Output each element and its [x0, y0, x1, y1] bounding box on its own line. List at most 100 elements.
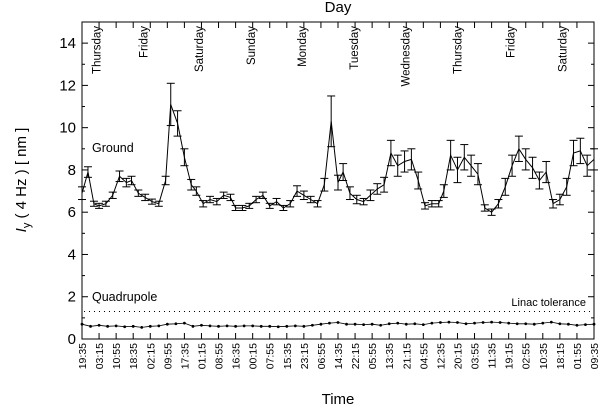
x-tick-label: 11:35	[487, 343, 499, 369]
quadrupole-point	[148, 324, 152, 328]
linac-tolerance-annotation: Linac tolerance	[511, 297, 586, 309]
x-tick-label: 06:55	[316, 343, 328, 369]
quadrupole-point	[140, 325, 144, 329]
quadrupole-point	[456, 321, 459, 324]
quadrupole-point	[302, 324, 306, 328]
x-tick-label: 17:35	[179, 343, 191, 369]
quadrupole-point	[157, 324, 161, 328]
x-tick-label: 23:15	[299, 343, 311, 369]
day-label: Tuesday	[349, 26, 361, 70]
quadrupole-point	[345, 322, 348, 326]
quadrupole-point	[362, 323, 365, 327]
quadrupole-point	[336, 321, 340, 324]
quadrupole-point	[174, 322, 178, 326]
quadrupole-point	[413, 322, 417, 326]
quadrupole-point	[285, 324, 289, 328]
quadrupole-point	[276, 325, 280, 329]
quadrupole-point	[515, 322, 519, 326]
x-tick-label: 13:35	[384, 343, 396, 369]
x-tick-label: 14:35	[333, 343, 345, 369]
quadrupole-point	[217, 324, 220, 328]
quadrupole-point	[541, 321, 545, 325]
quadrupole-point	[80, 322, 84, 326]
quadrupole-point	[396, 321, 400, 325]
day-label: Thursday	[92, 26, 104, 74]
x-tick-label: 09:35	[589, 343, 601, 369]
quadrupole-point	[404, 322, 408, 326]
day-label: Friday	[138, 26, 150, 58]
quadrupole-point	[592, 322, 596, 326]
quadrupole-point	[165, 322, 169, 326]
quadrupole-series	[80, 320, 596, 329]
quadrupole-point	[481, 321, 485, 324]
quadrupole-point	[575, 323, 579, 327]
quadrupole-point	[106, 324, 109, 328]
x-tick-label: 21:15	[401, 343, 413, 369]
quadrupole-point	[524, 322, 528, 326]
quadrupole-point	[319, 322, 323, 326]
y-tick-label: 4	[68, 246, 76, 263]
y-tick-labels: 0 2 4 6 8 10 12 14	[59, 35, 76, 348]
quadrupole-point	[123, 325, 127, 329]
top-axis-label: Day	[325, 0, 352, 16]
quadrupole-point	[234, 324, 238, 328]
quadrupole-point	[114, 324, 118, 328]
quadrupole-point	[208, 324, 212, 328]
x-tick-label: 02:15	[145, 343, 157, 369]
y-tick-label: 6	[68, 204, 76, 221]
x-tick-label: 03:55	[470, 343, 482, 369]
y-axis-label: Iy ( 4 Hz ) [ nm ]	[13, 128, 33, 233]
x-tick-label: 01:15	[196, 343, 208, 369]
quadrupole-point	[200, 323, 203, 327]
x-tick-labels: 19:35 03:15 10:55 18:35 02:15 09:55 17:35 01:15…	[77, 343, 601, 369]
quadrupole-point	[259, 324, 263, 328]
quadrupole-point	[387, 322, 391, 326]
x-tick-label: 03:15	[94, 343, 106, 369]
quadrupole-point	[191, 324, 195, 328]
y-tick-label: 0	[68, 331, 76, 348]
quadrupole-point	[379, 323, 383, 327]
quadrupole-point	[268, 324, 272, 328]
day-label: Saturday	[557, 26, 569, 72]
y-tick-label: 10	[59, 120, 76, 137]
quadrupole-point	[584, 323, 587, 327]
day-label: Sunday	[246, 26, 258, 65]
quadrupole-point	[507, 321, 511, 325]
quadrupole-point	[353, 322, 357, 326]
quadrupole-point	[251, 324, 255, 328]
quadrupole-point	[131, 324, 135, 328]
x-axis-label: Time	[322, 391, 355, 408]
x-tick-label: 15:35	[282, 343, 294, 369]
quadrupole-annotation: Quadrupole	[92, 290, 157, 304]
ground-series	[78, 82, 598, 216]
x-tick-label: 18:35	[128, 343, 140, 369]
quadrupole-point	[447, 320, 451, 324]
x-tick-label: 10:35	[538, 343, 550, 369]
x-tick-label: 12:35	[435, 343, 447, 369]
ground-annotation: Ground	[92, 141, 134, 155]
quadrupole-point	[183, 321, 186, 325]
day-label: Thursday	[452, 26, 464, 74]
y-label-symbol: I	[13, 228, 30, 232]
x-tick-label: 01:55	[572, 343, 584, 369]
day-label: Friday	[505, 26, 517, 58]
quadrupole-point	[567, 322, 570, 326]
quadrupole-point	[370, 322, 374, 326]
quadrupole-point	[311, 323, 314, 327]
quadrupole-point	[473, 321, 476, 325]
x-tick-label: 00:15	[248, 343, 260, 369]
quadrupole-point	[549, 320, 553, 324]
x-tick-label: 18:15	[555, 343, 567, 369]
quadrupole-point	[89, 324, 92, 328]
x-tick-label: 04:55	[418, 343, 430, 369]
ground-line	[81, 104, 595, 213]
y-tick-label: 2	[68, 289, 76, 306]
x-tick-label: 19:35	[77, 343, 89, 369]
quadrupole-point	[464, 322, 468, 326]
x-tick-label: 16:35	[231, 343, 243, 369]
quadrupole-point	[490, 320, 493, 324]
x-tick-label: 09:55	[162, 343, 174, 369]
y-tick-label: 8	[68, 162, 76, 179]
quadrupole-point	[439, 321, 442, 324]
